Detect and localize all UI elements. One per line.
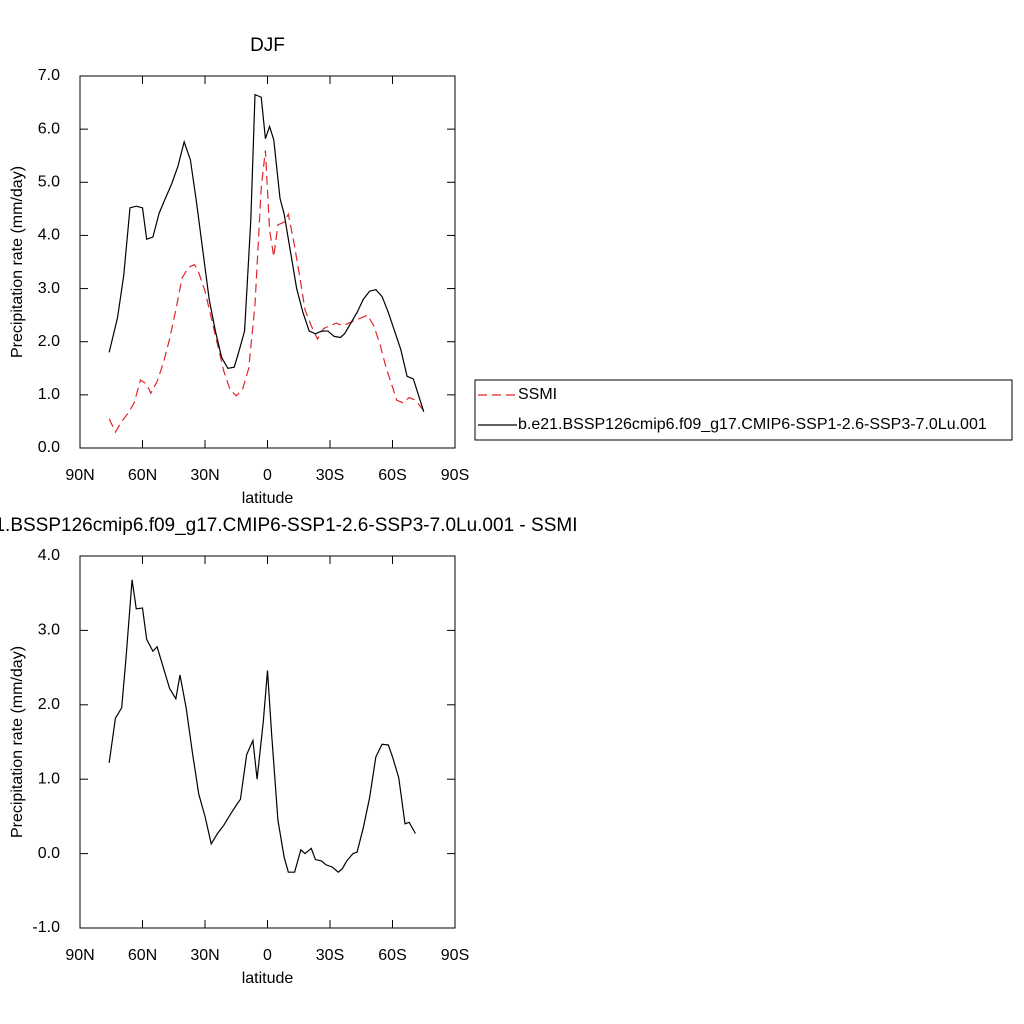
chart-title: b.e21.BSSP126cmip6.f09_g17.CMIP6-SSP1-2.…: [0, 515, 577, 536]
x-tick-label: 0: [263, 467, 272, 484]
y-tick-label: 6.0: [38, 120, 60, 137]
x-tick-label: 60S: [378, 467, 406, 484]
x-tick-label: 60S: [378, 947, 406, 964]
legend-label: b.e21.BSSP126cmip6.f09_g17.CMIP6-SSP1-2.…: [518, 416, 987, 433]
legend-label: SSMI: [518, 386, 557, 403]
y-tick-label: 1.0: [38, 770, 60, 787]
legend-box: [474, 379, 1013, 441]
data-line: [108, 579, 416, 873]
chart-title: DJF: [250, 35, 285, 56]
plot-frame: [79, 555, 456, 929]
y-tick-label: 1.0: [38, 386, 60, 403]
y-tick-label: 3.0: [38, 280, 60, 297]
x-tick-label: 90N: [65, 467, 94, 484]
y-tick-label: 3.0: [38, 622, 60, 639]
x-tick-label: 60N: [128, 947, 157, 964]
x-axis-label: latitude: [242, 970, 294, 987]
data-line: [108, 93, 425, 413]
x-tick-label: 90N: [65, 947, 94, 964]
x-tick-label: 30N: [190, 947, 219, 964]
y-axis-label: Precipitation rate (mm/day): [9, 646, 26, 838]
x-tick-label: 0: [263, 947, 272, 964]
y-tick-label: -1.0: [32, 919, 60, 936]
x-tick-label: 30S: [316, 467, 344, 484]
y-tick-label: 4.0: [38, 227, 60, 244]
x-tick-label: 60N: [128, 467, 157, 484]
data-line: [108, 150, 425, 434]
x-axis-label: latitude: [242, 490, 294, 507]
y-tick-label: 0.0: [38, 845, 60, 862]
x-tick-label: 30N: [190, 467, 219, 484]
y-tick-label: 7.0: [38, 67, 60, 84]
y-tick-label: 0.0: [38, 439, 60, 456]
y-tick-label: 4.0: [38, 547, 60, 564]
y-tick-label: 2.0: [38, 696, 60, 713]
y-tick-label: 2.0: [38, 333, 60, 350]
y-tick-label: 5.0: [38, 174, 60, 191]
y-axis-label: Precipitation rate (mm/day): [9, 166, 26, 358]
x-tick-label: 30S: [316, 947, 344, 964]
x-tick-label: 90S: [441, 947, 469, 964]
x-tick-label: 90S: [441, 467, 469, 484]
